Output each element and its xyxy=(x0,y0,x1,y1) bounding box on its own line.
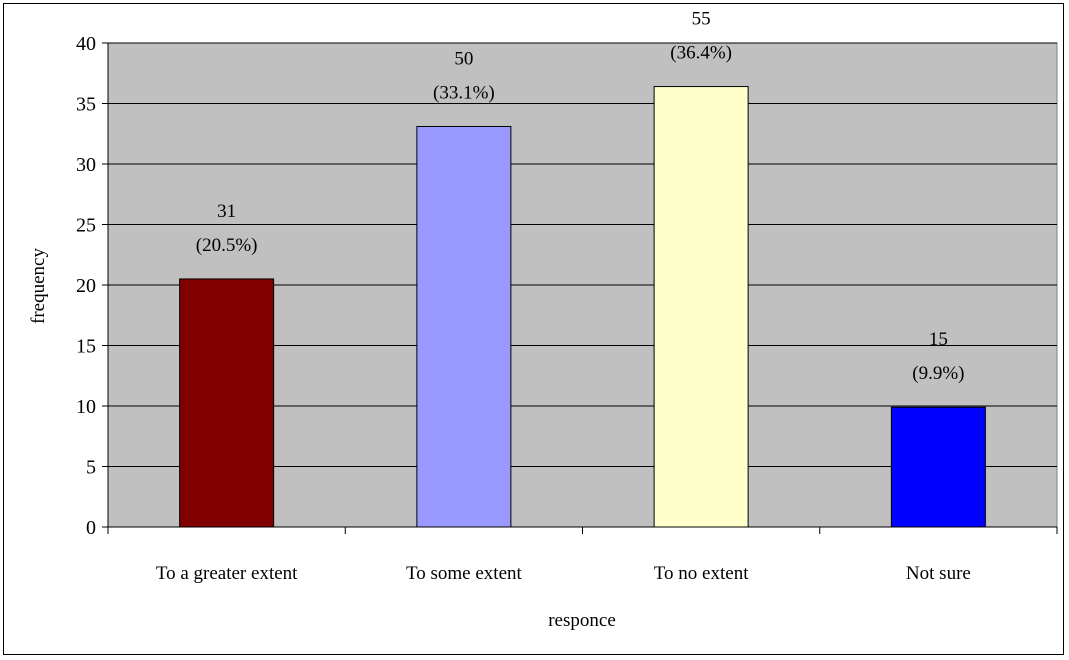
data-label-count: 31 xyxy=(217,201,236,222)
bar xyxy=(416,125,512,528)
y-tick-label: 10 xyxy=(76,396,96,418)
bar xyxy=(890,406,986,528)
chart-frame: 0 5 10 15 20 25 30 35 40 To a greater extent (20.… xyxy=(3,3,1064,655)
bar xyxy=(653,86,749,528)
y-tick-label: 40 xyxy=(76,33,96,55)
data-label-count: 50 xyxy=(454,48,473,69)
category-label: To some extent xyxy=(406,563,523,584)
data-label-count: 15 xyxy=(929,329,948,350)
y-tick-label: 15 xyxy=(76,336,96,358)
bar xyxy=(179,278,275,528)
y-axis-title: frequency xyxy=(28,248,49,324)
y-tick-label: 5 xyxy=(86,457,96,479)
y-tick-label: 20 xyxy=(76,275,96,297)
data-label-percent: (33.1%) xyxy=(433,82,495,103)
y-tick-label: 25 xyxy=(76,215,96,237)
category-label: To no extent xyxy=(654,563,749,584)
y-tick-label: 30 xyxy=(76,154,96,176)
y-tick-label: 0 xyxy=(86,517,96,539)
y-tick-label: 35 xyxy=(76,94,96,116)
bar-chart: 0 5 10 15 20 25 30 35 40 To a greater extent (20.… xyxy=(28,9,1058,631)
data-label-percent: (20.5%) xyxy=(196,235,258,256)
category-label: Not sure xyxy=(906,563,971,584)
data-label-percent: (36.4%) xyxy=(670,43,732,64)
data-label-percent: (9.9%) xyxy=(912,363,964,384)
x-axis-title: responce xyxy=(548,610,616,631)
data-label-count: 55 xyxy=(692,9,711,30)
category-label: To a greater extent xyxy=(156,563,298,584)
